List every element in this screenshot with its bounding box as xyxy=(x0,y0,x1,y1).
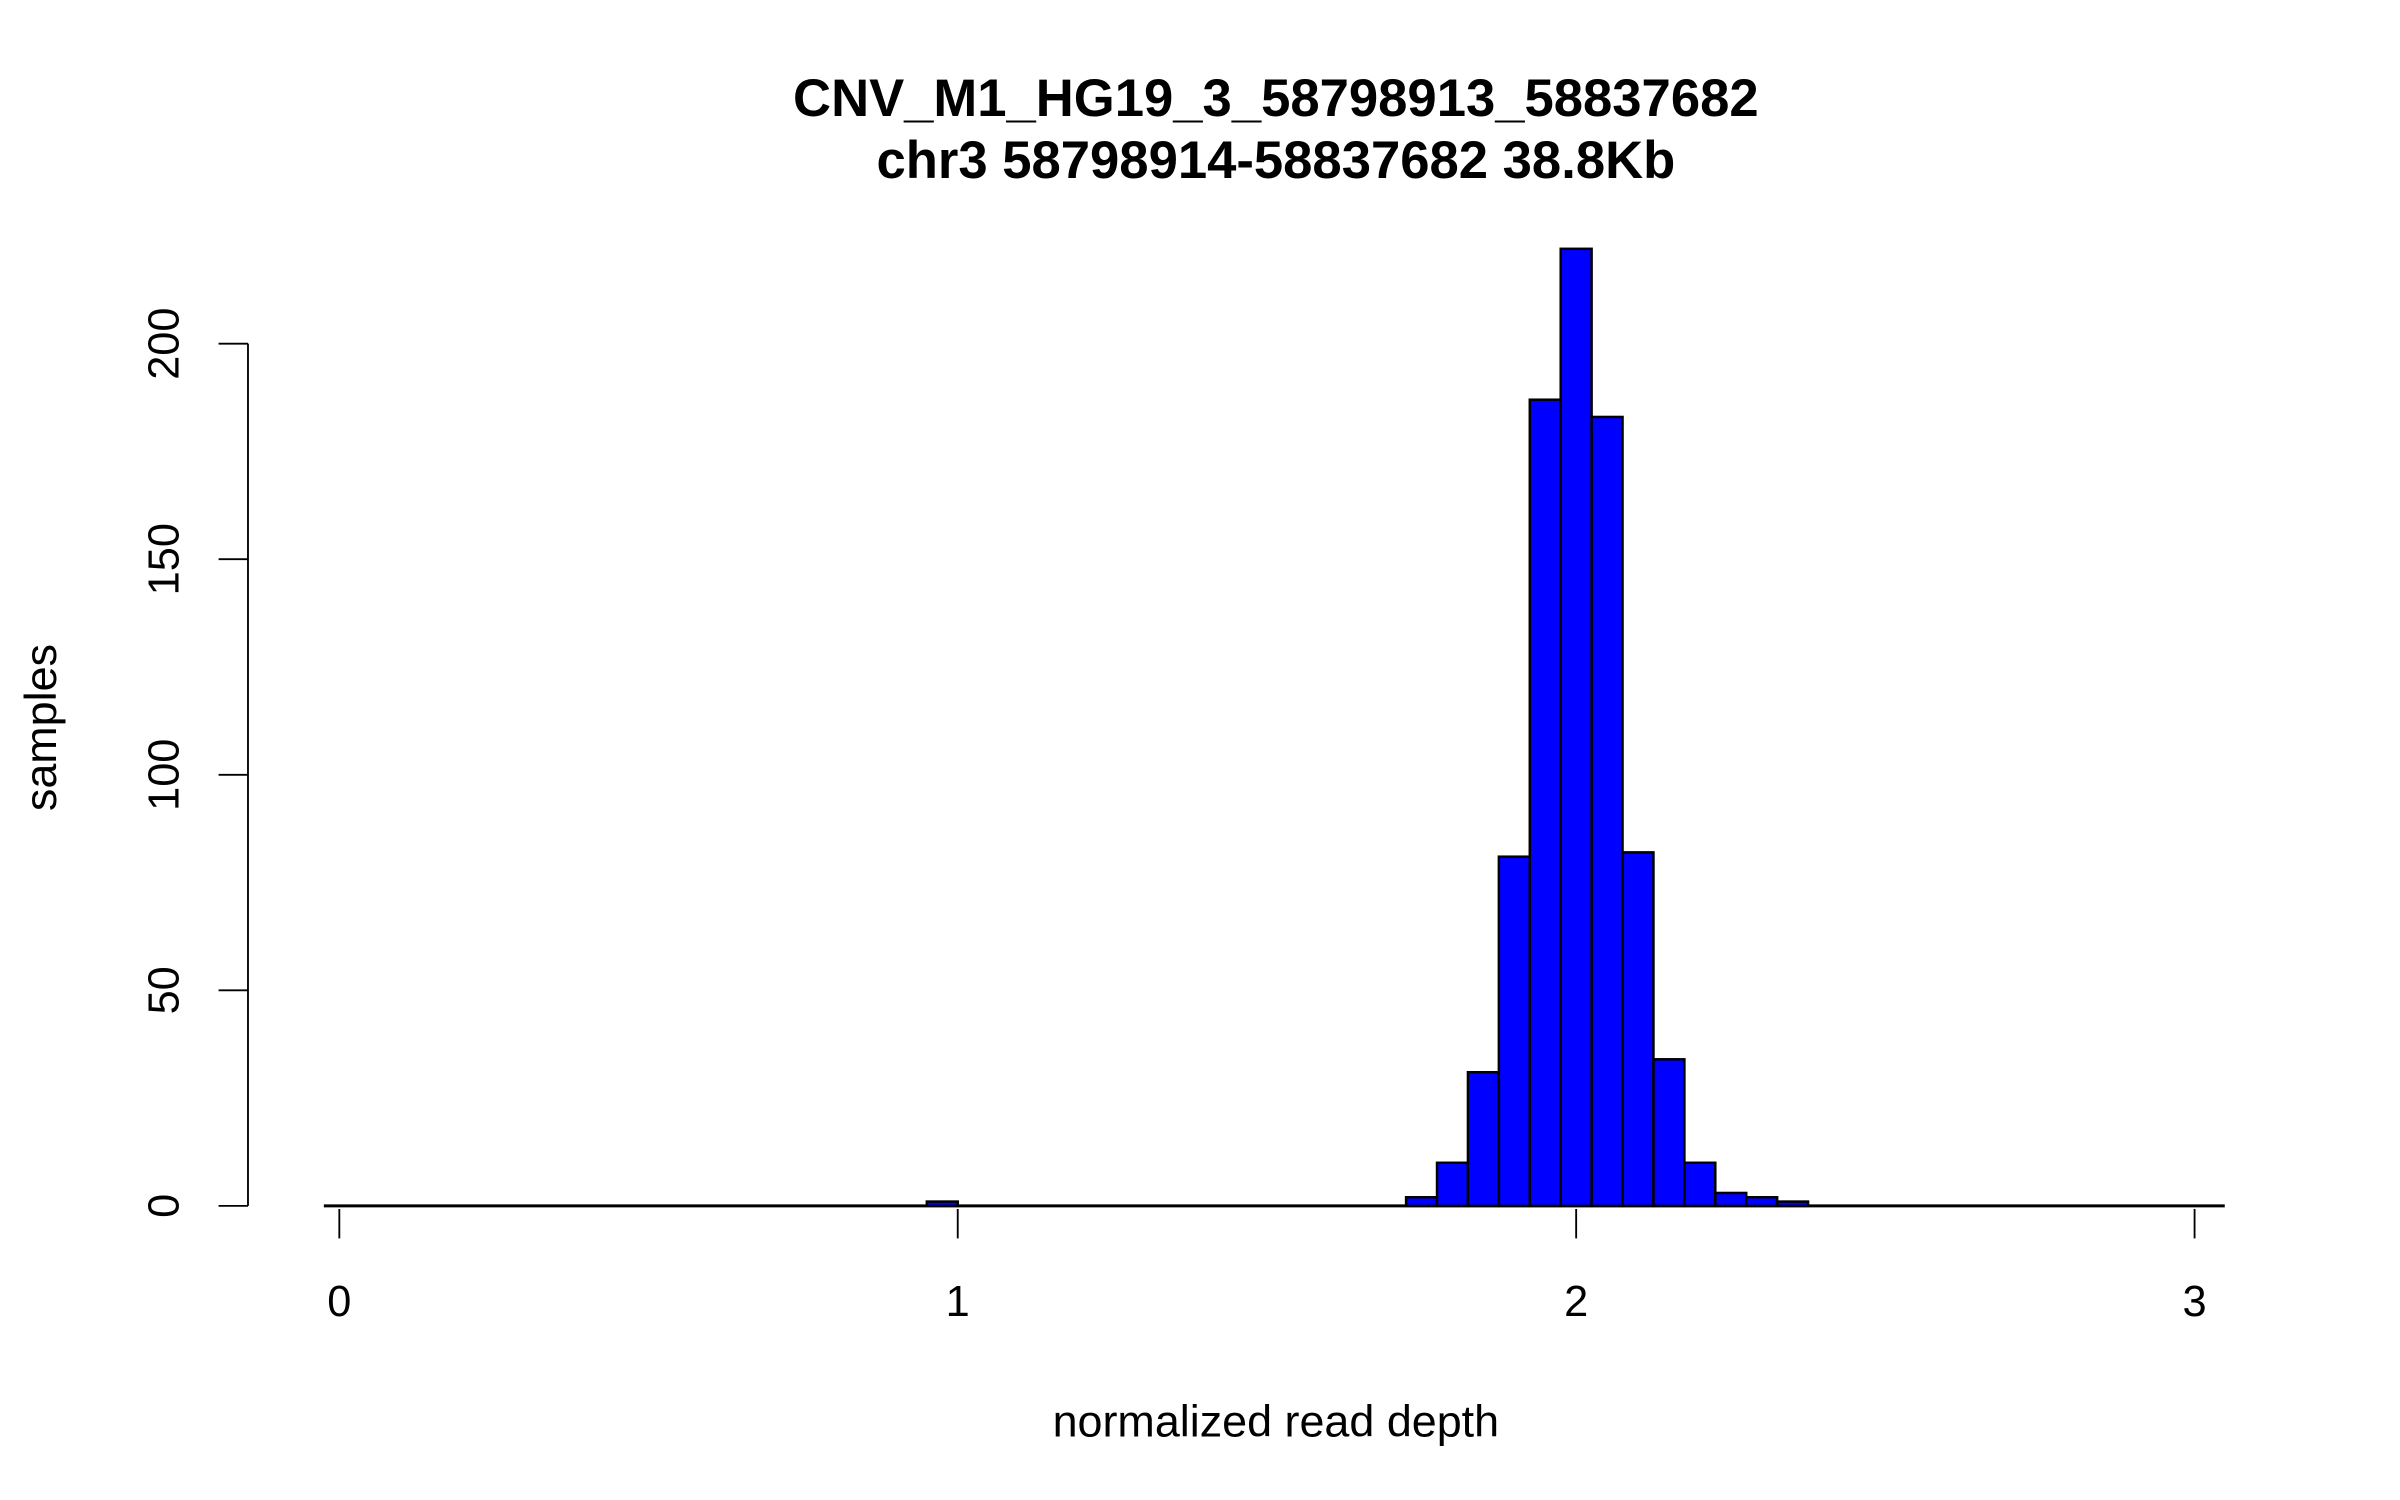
histogram-bar xyxy=(1559,247,1593,1208)
histogram-bar xyxy=(1466,1070,1501,1208)
histogram-bar xyxy=(1404,1196,1439,1208)
y-tick-label: 150 xyxy=(140,523,188,595)
y-tick-label: 100 xyxy=(140,739,188,811)
histogram-bar xyxy=(1528,398,1562,1208)
y-axis-label: samples xyxy=(15,644,66,811)
histogram-bar xyxy=(1714,1191,1748,1208)
histogram-bar xyxy=(1775,1200,1810,1208)
x-axis: 0 1 2 3 xyxy=(327,1208,2207,1326)
histogram-bar xyxy=(1652,1058,1686,1208)
histogram-bar xyxy=(1621,851,1655,1208)
y-tick-label: 50 xyxy=(140,966,188,1014)
histogram-bar xyxy=(1590,415,1624,1208)
chart-title: CNV_M1_HG19_3_58798913_58837682 xyxy=(793,69,1759,128)
histogram-bar xyxy=(1683,1161,1717,1208)
bars-group xyxy=(323,247,2225,1208)
histogram-bar xyxy=(1497,855,1532,1208)
x-tick-label: 1 xyxy=(946,1278,970,1326)
x-tick-label: 2 xyxy=(1564,1278,1588,1326)
y-tick-label: 200 xyxy=(140,308,188,380)
y-axis: 0 50 100 150 200 xyxy=(140,308,249,1218)
histogram-bar xyxy=(1744,1196,1779,1208)
histogram-bar xyxy=(1435,1161,1470,1208)
x-tick-label: 0 xyxy=(327,1278,351,1326)
x-axis-label: normalized read depth xyxy=(1053,1396,1500,1447)
chart-subtitle: chr3 58798914-58837682 38.8Kb xyxy=(876,131,1675,190)
x-tick-label: 3 xyxy=(2183,1278,2207,1326)
y-tick-label: 0 xyxy=(140,1194,188,1218)
histogram-bar xyxy=(925,1200,959,1208)
